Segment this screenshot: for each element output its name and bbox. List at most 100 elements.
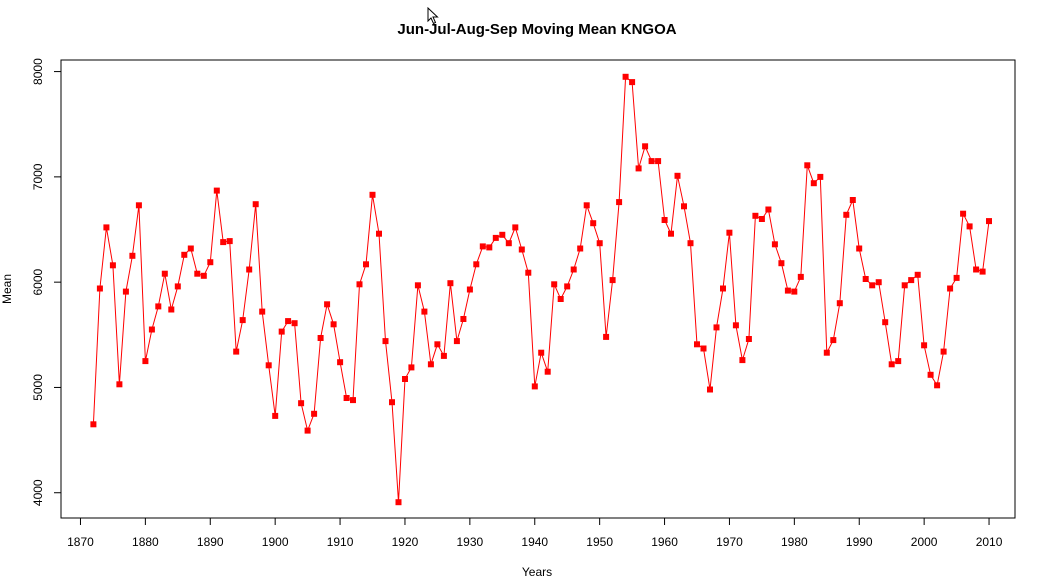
y-axis: 4000 5000 6000 7000 8000 — [31, 58, 61, 506]
data-point — [311, 410, 318, 417]
data-point — [590, 220, 597, 227]
data-point — [564, 283, 571, 290]
x-tick-label: 1930 — [457, 535, 484, 549]
data-point — [616, 199, 623, 206]
data-point — [486, 244, 493, 251]
data-point — [544, 368, 551, 375]
data-point — [914, 271, 921, 278]
data-point — [194, 270, 201, 277]
data-point — [836, 300, 843, 307]
data-point — [337, 359, 344, 366]
data-point — [447, 280, 454, 287]
series-markers — [90, 73, 992, 506]
data-point — [531, 383, 538, 390]
data-point — [765, 206, 772, 213]
data-point — [298, 400, 305, 407]
data-point — [161, 270, 168, 277]
x-tick-label: 1920 — [392, 535, 419, 549]
data-point — [843, 211, 850, 218]
data-point — [668, 230, 674, 237]
data-point — [940, 348, 947, 355]
data-point — [181, 251, 188, 258]
data-point — [226, 238, 233, 245]
data-point — [707, 386, 713, 393]
x-tick-label: 2010 — [976, 535, 1003, 549]
data-point — [278, 328, 285, 335]
data-point — [142, 358, 149, 365]
data-point — [460, 316, 467, 322]
data-point — [122, 288, 129, 295]
data-point — [395, 499, 402, 506]
data-point — [797, 273, 804, 280]
data-point — [285, 318, 292, 325]
data-point — [862, 276, 869, 282]
mouse-cursor-icon — [427, 7, 439, 25]
data-point — [538, 349, 545, 356]
x-tick-label: 1900 — [262, 535, 289, 549]
y-axis-title: Mean — [0, 274, 14, 304]
data-point — [739, 357, 746, 364]
data-point — [791, 288, 798, 295]
data-point — [525, 269, 532, 276]
data-point — [973, 266, 980, 273]
data-point — [505, 240, 512, 247]
data-point — [758, 216, 765, 222]
data-point — [830, 337, 837, 344]
data-point — [986, 218, 992, 225]
data-point — [473, 261, 480, 268]
data-point — [155, 303, 162, 310]
data-point — [330, 321, 337, 328]
data-point — [291, 320, 298, 327]
data-point — [440, 352, 447, 359]
data-point — [966, 223, 973, 230]
data-point — [713, 324, 720, 331]
data-point — [518, 246, 525, 253]
data-point — [129, 252, 136, 259]
data-point — [745, 336, 752, 342]
data-point — [246, 266, 253, 273]
data-point — [700, 345, 707, 352]
data-point — [655, 158, 662, 165]
data-point — [220, 239, 227, 246]
series-line — [92, 75, 990, 503]
data-point — [259, 308, 266, 315]
data-point — [382, 338, 389, 345]
data-point — [888, 361, 895, 368]
data-point — [804, 162, 811, 169]
data-point — [174, 283, 181, 290]
data-point — [421, 308, 428, 315]
y-tick-label: 4000 — [31, 479, 45, 506]
x-tick-label: 1890 — [197, 535, 224, 549]
data-point — [778, 260, 785, 267]
data-point — [265, 362, 272, 369]
x-tick-label: 1910 — [327, 535, 354, 549]
data-point — [583, 202, 590, 209]
y-tick-label: 8000 — [31, 58, 45, 85]
data-point — [752, 212, 759, 219]
data-point — [148, 326, 155, 333]
data-point — [90, 421, 97, 428]
data-point — [168, 306, 175, 313]
data-point — [901, 282, 908, 289]
data-point — [187, 245, 194, 252]
x-tick-label: 1880 — [132, 535, 159, 549]
y-tick-label: 7000 — [31, 163, 45, 190]
data-point — [921, 342, 928, 349]
data-point — [953, 274, 960, 281]
data-point — [934, 382, 941, 389]
data-point — [687, 240, 694, 247]
data-point — [557, 296, 564, 302]
data-point — [233, 348, 240, 355]
data-point — [635, 165, 642, 172]
x-tick-label: 1960 — [651, 535, 678, 549]
x-tick-label: 1870 — [67, 535, 94, 549]
x-tick-label: 1950 — [586, 535, 613, 549]
data-point — [895, 358, 902, 365]
data-point — [356, 281, 363, 288]
x-tick-label: 1990 — [846, 535, 873, 549]
data-point — [304, 427, 311, 434]
data-point — [103, 224, 110, 231]
data-point — [694, 341, 700, 348]
data-point — [732, 322, 739, 329]
